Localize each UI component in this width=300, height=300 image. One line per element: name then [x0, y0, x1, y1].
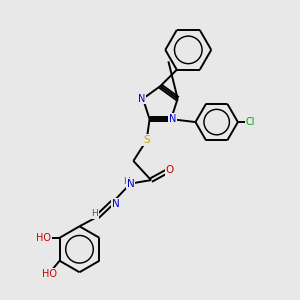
Text: HO: HO	[42, 269, 57, 279]
Text: N: N	[138, 94, 145, 104]
Text: O: O	[166, 165, 174, 175]
Text: N: N	[112, 199, 120, 208]
Text: N: N	[169, 114, 176, 124]
Text: S: S	[143, 135, 150, 145]
Text: Cl: Cl	[245, 117, 255, 127]
Text: H: H	[92, 209, 98, 218]
Text: HO: HO	[36, 233, 51, 243]
Text: N: N	[127, 178, 134, 189]
Text: H: H	[124, 177, 130, 186]
